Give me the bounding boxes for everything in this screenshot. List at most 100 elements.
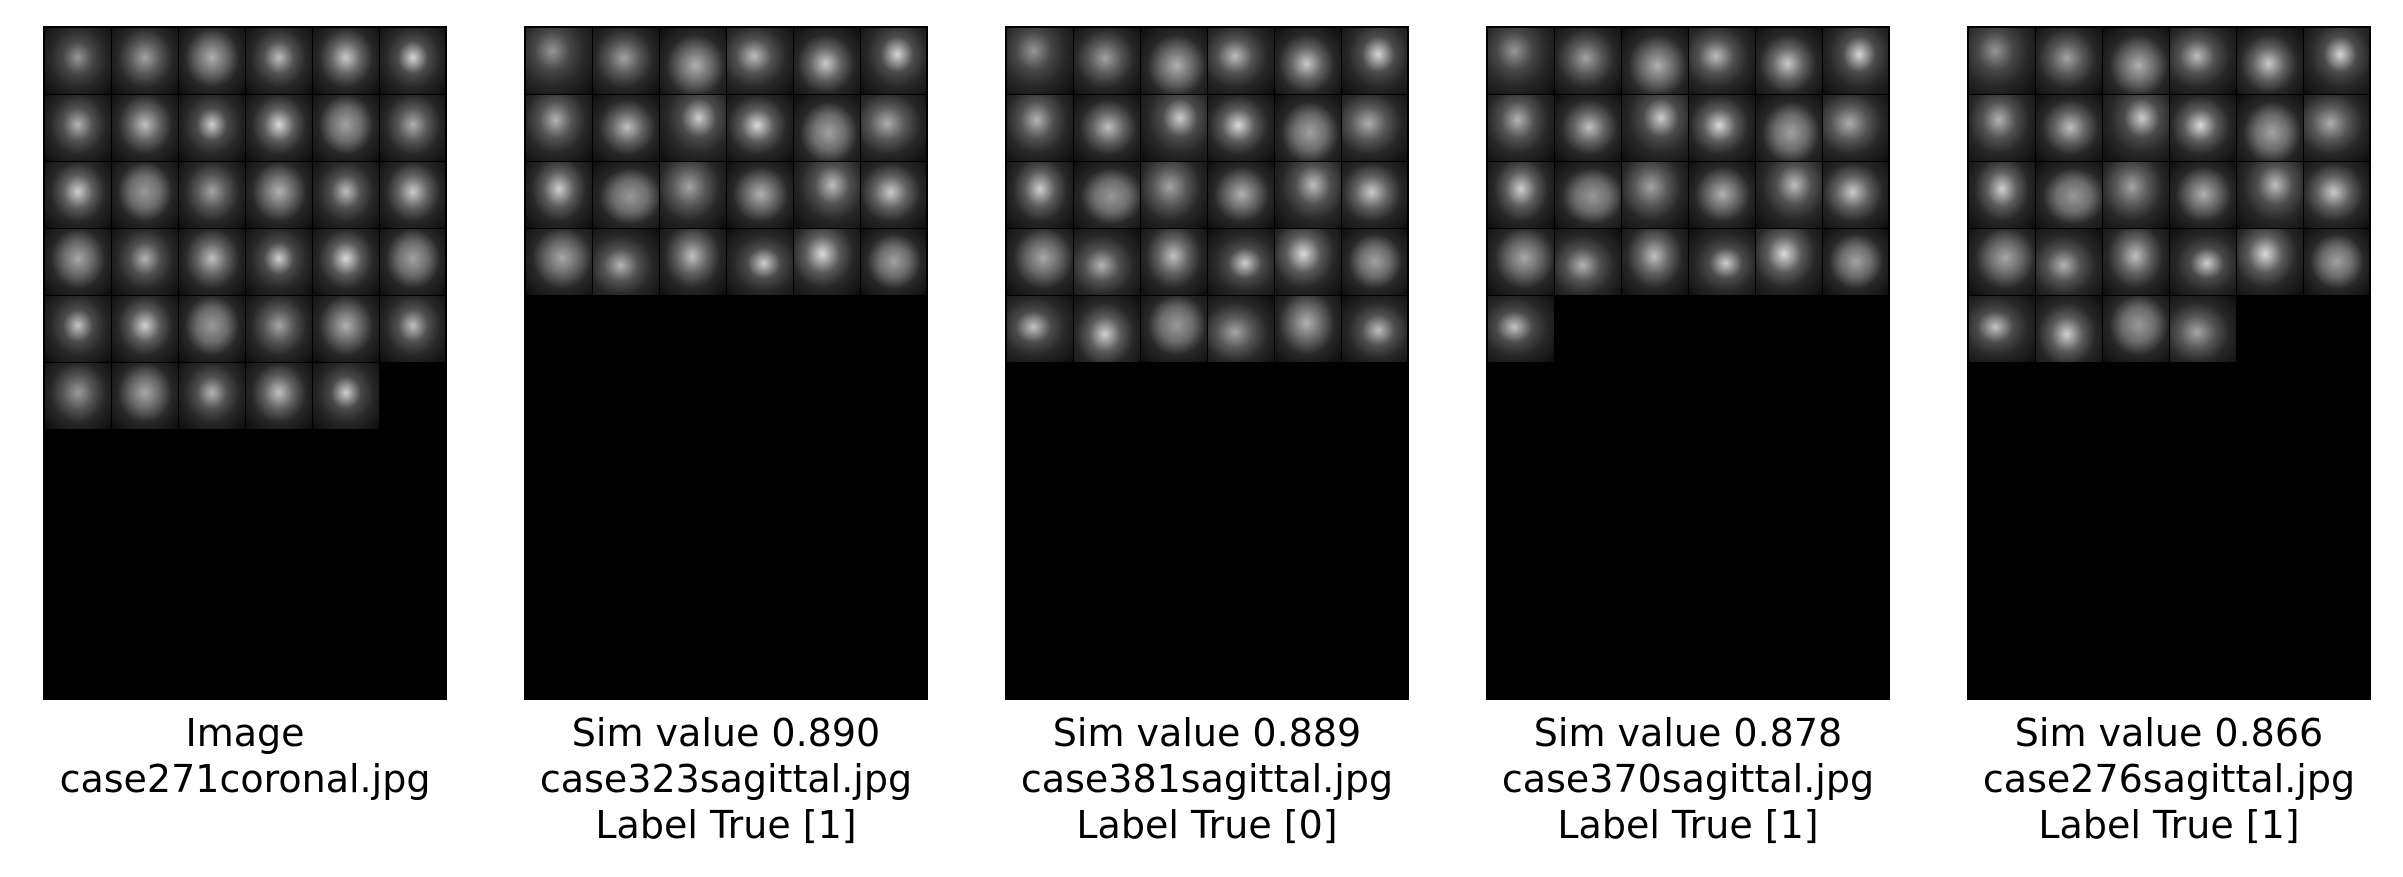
mri-slice-thumbnail [1141, 229, 1207, 295]
mri-slice-thumbnail [593, 229, 659, 295]
mri-slice-thumbnail [1141, 95, 1207, 161]
mri-slice-thumbnail [526, 162, 592, 228]
mri-slice-thumbnail [2170, 28, 2236, 94]
mri-slice-thumbnail [1488, 162, 1554, 228]
mri-slice-thumbnail [179, 296, 245, 362]
mri-slice-thumbnail [1074, 296, 1140, 362]
mri-slice-thumbnail [1141, 28, 1207, 94]
mri-slice-thumbnail [2036, 296, 2102, 362]
mri-slice-thumbnail [1275, 296, 1341, 362]
mri-slice-thumbnail [313, 28, 379, 94]
mri-slice-thumbnail [1208, 95, 1274, 161]
mri-slice-thumbnail [593, 162, 659, 228]
panel-caption: Image case271coronal.jpg [43, 710, 447, 802]
mri-slice-thumbnail [246, 28, 312, 94]
mri-slice-thumbnail [794, 229, 860, 295]
mri-slice-thumbnail [45, 296, 111, 362]
match-panel-4: Sim value 0.866 case276sagittal.jpg Labe… [1967, 26, 2371, 848]
mri-slice-thumbnail [1488, 95, 1554, 161]
true-label: Label True [0] [1076, 803, 1338, 847]
mri-slice-thumbnail [861, 95, 926, 161]
mri-slice-thumbnail [380, 229, 445, 295]
mri-slice-mosaic [43, 26, 447, 700]
mri-slice-thumbnail [861, 28, 926, 94]
true-label: Label True [1] [595, 803, 857, 847]
mri-slice-thumbnail [45, 95, 111, 161]
mri-slice-thumbnail [2304, 162, 2369, 228]
mri-slice-thumbnail [660, 162, 726, 228]
mri-slice-thumbnail [1275, 229, 1341, 295]
mri-slice-thumbnail [313, 162, 379, 228]
mri-slice-thumbnail [2170, 296, 2236, 362]
true-label: Label True [1] [1557, 803, 1819, 847]
mri-slice-thumbnail [1555, 28, 1621, 94]
mri-slice-thumbnail [1756, 95, 1822, 161]
mri-slice-thumbnail [246, 363, 312, 429]
mri-slice-thumbnail [1689, 162, 1755, 228]
mri-slice-thumbnail [1555, 162, 1621, 228]
mri-slice-thumbnail [1007, 162, 1073, 228]
match-panel-2: Sim value 0.889 case381sagittal.jpg Labe… [1005, 26, 1409, 848]
mri-slice-thumbnail [1622, 229, 1688, 295]
mri-slice-thumbnail [2103, 28, 2169, 94]
mri-slice-thumbnail [380, 28, 445, 94]
mri-slice-thumbnail [380, 95, 445, 161]
mri-slice-thumbnail [1488, 28, 1554, 94]
panel-caption: Sim value 0.890 case323sagittal.jpg Labe… [524, 710, 928, 848]
mri-slice-thumbnail [1823, 95, 1888, 161]
mri-slice-thumbnail [1275, 28, 1341, 94]
mri-slice-thumbnail [179, 28, 245, 94]
mri-slice-thumbnail [2036, 28, 2102, 94]
mri-slice-thumbnail [2170, 162, 2236, 228]
query-panel: Image case271coronal.jpg [43, 26, 447, 802]
mri-slice-thumbnail [2304, 95, 2369, 161]
mri-slice-thumbnail [660, 28, 726, 94]
mri-slice-thumbnail [45, 363, 111, 429]
mri-slice-thumbnail [313, 363, 379, 429]
mri-slice-thumbnail [2036, 229, 2102, 295]
mri-slice-thumbnail [1969, 296, 2035, 362]
mri-slice-thumbnail [526, 28, 592, 94]
mri-slice-thumbnail [1555, 229, 1621, 295]
sim-value-label: Sim value 0.889 [1052, 711, 1362, 755]
mri-slice-thumbnail [112, 296, 178, 362]
mri-slice-thumbnail [246, 162, 312, 228]
mri-slice-thumbnail [2237, 162, 2303, 228]
true-label: Label True [1] [2038, 803, 2300, 847]
mri-slice-thumbnail [45, 162, 111, 228]
mri-slice-mosaic [524, 26, 928, 700]
mri-slice-thumbnail [112, 162, 178, 228]
mri-slice-thumbnail [526, 229, 592, 295]
mri-slice-thumbnail [794, 28, 860, 94]
mri-slice-thumbnail [179, 95, 245, 161]
mri-slice-thumbnail [1007, 95, 1073, 161]
mri-slice-thumbnail [2103, 296, 2169, 362]
mri-slice-thumbnail [1007, 229, 1073, 295]
filename-label: case370sagittal.jpg [1501, 757, 1875, 801]
mri-slice-thumbnail [2304, 229, 2369, 295]
filename-label: case381sagittal.jpg [1020, 757, 1394, 801]
mri-slice-thumbnail [1208, 296, 1274, 362]
mri-slice-thumbnail [179, 162, 245, 228]
mri-slice-thumbnail [1622, 28, 1688, 94]
mri-slice-thumbnail [2304, 28, 2369, 94]
mri-slice-thumbnail [112, 363, 178, 429]
mri-slice-mosaic [1486, 26, 1890, 700]
mri-slice-thumbnail [2170, 95, 2236, 161]
mri-slice-thumbnail [1689, 28, 1755, 94]
match-panel-1: Sim value 0.890 case323sagittal.jpg Labe… [524, 26, 928, 848]
mri-slice-thumbnail [1074, 229, 1140, 295]
mri-slice-thumbnail [2103, 229, 2169, 295]
mri-slice-thumbnail [1208, 162, 1274, 228]
mri-slice-mosaic [1967, 26, 2371, 700]
mri-slice-thumbnail [727, 95, 793, 161]
mri-slice-thumbnail [1208, 229, 1274, 295]
mri-slice-thumbnail [380, 162, 445, 228]
mri-slice-mosaic [1005, 26, 1409, 700]
mri-slice-thumbnail [2237, 28, 2303, 94]
mri-slice-thumbnail [2237, 229, 2303, 295]
mri-slice-thumbnail [246, 296, 312, 362]
mri-slice-thumbnail [1622, 95, 1688, 161]
mri-slice-thumbnail [727, 28, 793, 94]
mri-slice-thumbnail [246, 95, 312, 161]
